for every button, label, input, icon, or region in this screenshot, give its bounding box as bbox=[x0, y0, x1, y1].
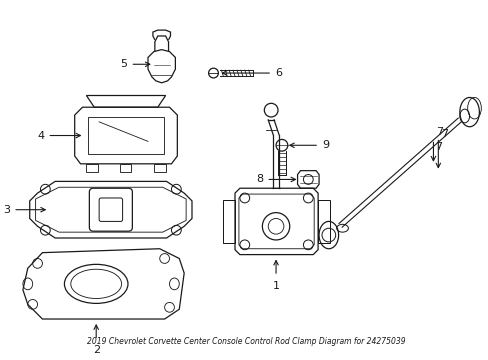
Text: 1: 1 bbox=[272, 281, 279, 291]
Text: 7: 7 bbox=[435, 127, 443, 138]
Text: 2: 2 bbox=[92, 345, 100, 355]
Text: 7: 7 bbox=[434, 142, 441, 152]
Text: 5: 5 bbox=[120, 59, 127, 69]
Text: 4: 4 bbox=[37, 131, 44, 140]
Text: 9: 9 bbox=[321, 140, 328, 150]
Text: 2019 Chevrolet Corvette Center Console Control Rod Clamp Diagram for 24275039: 2019 Chevrolet Corvette Center Console C… bbox=[87, 337, 405, 346]
Text: 3: 3 bbox=[3, 205, 10, 215]
Text: 7: 7 bbox=[440, 130, 447, 139]
Text: 8: 8 bbox=[256, 175, 263, 184]
Text: 6: 6 bbox=[275, 68, 282, 78]
